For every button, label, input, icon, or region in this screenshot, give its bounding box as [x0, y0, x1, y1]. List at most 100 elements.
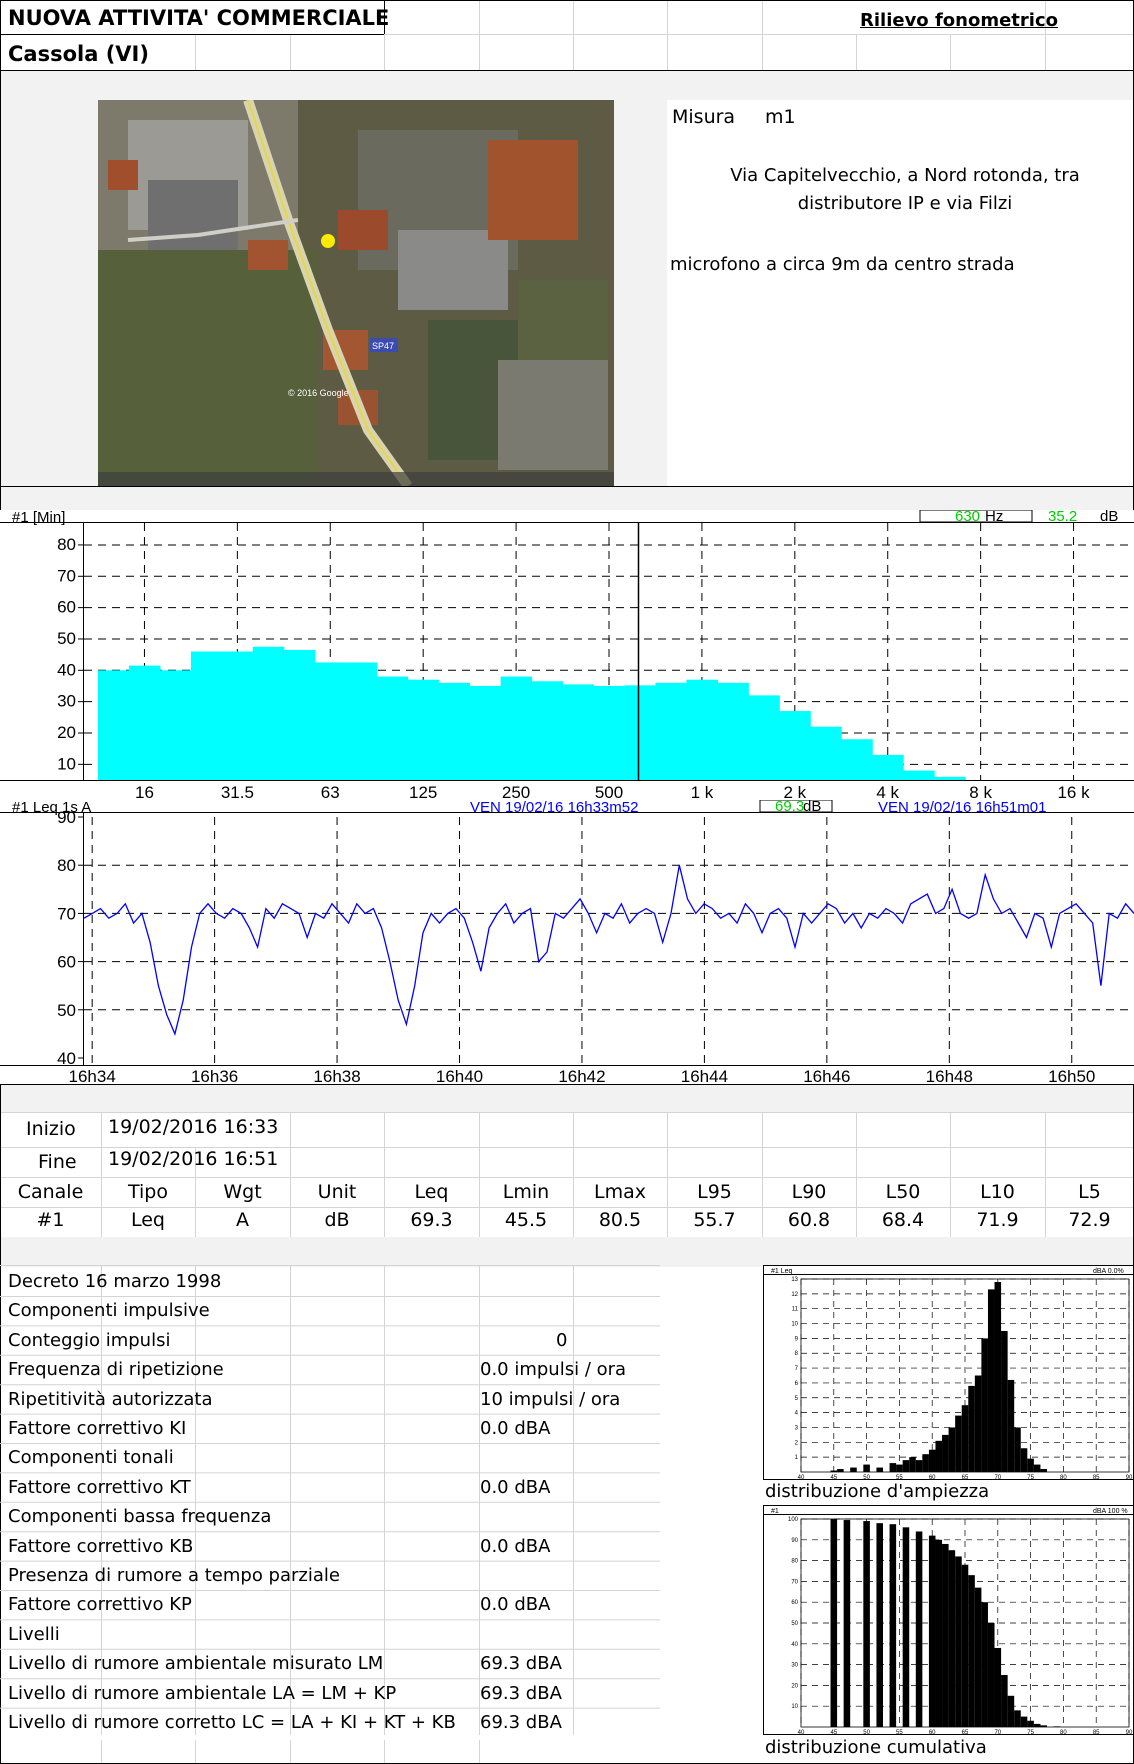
cumulative-histogram: #1 dBA 100 % 10 20 30 40 50 60 70 80 90 100 40 45 50… [763, 1505, 1134, 1735]
x-tick-label: 16h38 [313, 1067, 360, 1084]
satellite-map-image: SP47 © 2016 Google [98, 100, 614, 486]
satellite-map-drawing: SP47 © 2016 Google [98, 100, 614, 486]
decreto-row-label: Livello di rumore ambientale misurato LM [8, 1649, 383, 1679]
spectrum-freq-unit: Hz [985, 510, 1003, 525]
spectrum-chart: #1 [Min] 630 Hz 35.2 dB 1020304050607080… [0, 510, 1134, 800]
y-tick-label: 30 [57, 692, 76, 711]
cell-wgt: A [195, 1206, 290, 1234]
y-tick-label: 60 [57, 598, 76, 617]
x-tick-label: 45 [830, 1475, 837, 1480]
decreto-row-value: 0 [556, 1326, 567, 1356]
y-tick-label: 40 [791, 1642, 798, 1648]
x-tick-label: 85 [1093, 1730, 1100, 1735]
spectrum-level-unit: dB [1100, 510, 1118, 525]
cell-canale: #1 [0, 1206, 101, 1234]
x-tick-label: 90 [1126, 1475, 1133, 1480]
histogram-bar [890, 1524, 897, 1727]
decreto-row-label: Fattore correttivo KT [8, 1473, 191, 1503]
spectrum-bar [532, 681, 563, 780]
spectrum-bar [191, 652, 222, 781]
spectrum-bar [501, 677, 532, 780]
histogram-bar [981, 1338, 988, 1472]
time-x-axis: 16h34 16h36 16h38 16h40 16h42 16h44 16h46 16h48… [69, 1067, 1096, 1084]
spectrum-bar [872, 755, 903, 780]
histogram-bar [968, 1575, 975, 1727]
spectrum-bar [563, 684, 594, 780]
histogram-bar [955, 1416, 962, 1472]
y-tick-label: 50 [57, 1001, 76, 1020]
y-tick-label: 80 [791, 1559, 798, 1565]
decreto-row-value: 0.0 impulsi / ora [480, 1355, 626, 1385]
x-tick-label: 16h50 [1048, 1067, 1095, 1084]
spectrum-bar [160, 670, 191, 780]
x-tick-label: 31.5 [221, 783, 254, 800]
spectrum-bar [222, 652, 253, 781]
col-header: Lmax [573, 1178, 667, 1206]
histogram-bar [1040, 1469, 1047, 1472]
col-header: Unit [290, 1178, 384, 1206]
cum-header-left: #1 [771, 1508, 779, 1515]
histogram-bar [903, 1460, 910, 1472]
spectrum-bar [253, 647, 284, 780]
decreto-row-label: Conteggio impulsi [8, 1326, 170, 1356]
y-tick-label: 50 [791, 1621, 798, 1627]
histogram-bar [935, 1441, 942, 1472]
y-tick-label: 40 [57, 660, 76, 679]
histogram-bar [922, 1454, 929, 1472]
cell-tipo: Leq [101, 1206, 195, 1234]
x-tick-label: 8 k [969, 783, 992, 800]
spectrum-bar [810, 727, 841, 780]
col-header: Wgt [195, 1178, 290, 1206]
decreto-row-label: Fattore correttivo KP [8, 1590, 192, 1620]
spectrum-bar [129, 666, 160, 780]
histogram-bar [1034, 1465, 1041, 1472]
histogram-bar [942, 1544, 949, 1727]
histogram-bar [988, 1289, 995, 1472]
timeline-start: VEN 19/02/16 16h33m52 [470, 800, 638, 816]
timeline-level-value: 69.3 [775, 800, 804, 815]
decreto-row-label: Fattore correttivo KI [8, 1414, 186, 1444]
amplitude-distribution-title: distribuzione d'ampiezza [765, 1481, 989, 1502]
cell-leq: 69.3 [384, 1206, 479, 1234]
histogram-bar [837, 1469, 844, 1472]
decreto-row-label: Componenti impulsive [8, 1296, 210, 1326]
x-tick-label: 70 [994, 1730, 1001, 1735]
report-type-label: Rilievo fonometrico [860, 10, 1058, 31]
histogram-bar [876, 1523, 883, 1727]
spectrum-bar [686, 680, 717, 780]
col-header: Lmin [479, 1178, 573, 1206]
histogram-bar [863, 1465, 870, 1472]
microphone-note: microfono a circa 9m da centro strada [670, 254, 1015, 275]
cell-l95: 55.7 [667, 1206, 762, 1234]
spectrum-bar [655, 683, 686, 780]
col-header: L90 [762, 1178, 856, 1206]
x-tick-label: 65 [962, 1730, 969, 1735]
x-tick-label: 63 [321, 783, 340, 800]
measure-id: m1 [765, 106, 796, 128]
spectrum-bar [346, 662, 377, 780]
cell-lmin: 45.5 [479, 1206, 573, 1234]
histogram-bar [995, 1282, 1002, 1472]
measure-label: Misura [672, 106, 735, 128]
decreto-row-label: Livello di rumore corretto LC = LA + KI … [8, 1708, 456, 1738]
spectrum-freq-value: 630 [955, 510, 980, 525]
y-tick-label: 10 [791, 1322, 798, 1328]
histogram-bar [916, 1460, 923, 1472]
y-tick-label: 13 [791, 1277, 798, 1283]
spectrum-bar [594, 686, 625, 780]
y-tick-label: 50 [57, 629, 76, 648]
x-tick-label: 16 k [1057, 783, 1090, 800]
y-tick-label: 60 [57, 953, 76, 972]
timeline-header-left: #1 Leq 1s A [12, 800, 91, 816]
cell-lmax: 80.5 [573, 1206, 667, 1234]
spectrum-bar [315, 662, 346, 780]
decreto-row-value: 0.0 dBA [480, 1590, 550, 1620]
document-title: NUOVA ATTIVITA' COMMERCIALE [8, 6, 389, 30]
x-tick-label: 16h46 [803, 1067, 850, 1084]
results-header-row: Canale Tipo Wgt Unit Leq Lmin Lmax L95 L… [0, 1178, 1134, 1206]
histogram-bar [896, 1465, 903, 1472]
amplitude-histogram: #1 Leq dBA 0.0% 1234567891011121340 45 50 5… [763, 1265, 1134, 1480]
spectrum-bar [408, 680, 439, 780]
decreto-row-label: Presenza di rumore a tempo parziale [8, 1561, 340, 1591]
x-tick-label: 125 [409, 783, 437, 800]
